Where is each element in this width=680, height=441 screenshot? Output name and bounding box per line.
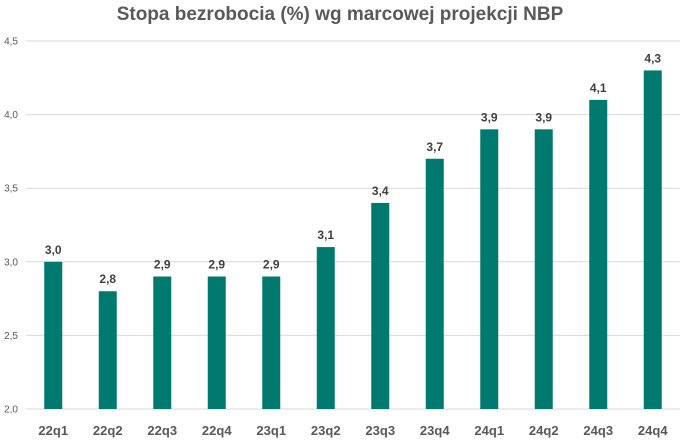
x-tick-label: 24q4 (638, 423, 668, 438)
x-tick-label: 23q1 (256, 423, 286, 438)
bar (589, 99, 608, 409)
bar (316, 247, 335, 409)
x-tick-label: 23q3 (365, 423, 395, 438)
data-label: 4,3 (644, 51, 661, 65)
data-label: 4,1 (590, 81, 607, 95)
x-tick-label: 23q4 (420, 423, 450, 438)
bar (44, 261, 63, 409)
data-label: 3,1 (317, 228, 334, 242)
chart-title: Stopa bezrobocia (%) wg marcowej projekc… (116, 4, 564, 25)
y-tick-label: 4,5 (4, 37, 18, 48)
bar (153, 276, 172, 409)
y-tick-label: 3,5 (4, 184, 18, 195)
bar (480, 129, 499, 409)
bar (207, 276, 226, 409)
x-tick-label: 22q1 (38, 423, 68, 438)
bar (425, 158, 444, 409)
data-label: 2,8 (99, 272, 116, 286)
bar (262, 276, 281, 409)
x-tick-label: 22q4 (202, 423, 232, 438)
y-tick-label: 4,0 (4, 110, 18, 121)
bar (534, 129, 553, 409)
bar (643, 70, 662, 409)
data-label: 3,7 (426, 140, 443, 154)
bar (98, 291, 117, 409)
data-label: 2,9 (263, 258, 280, 272)
bar (371, 202, 390, 409)
x-tick-label: 23q2 (311, 423, 341, 438)
data-label: 3,0 (45, 243, 62, 257)
y-tick-label: 3,0 (4, 257, 18, 268)
x-tick-label: 22q3 (147, 423, 177, 438)
data-label: 3,9 (481, 110, 498, 124)
x-tick-label: 24q2 (529, 423, 559, 438)
y-tick-label: 2,0 (4, 405, 18, 416)
data-label: 2,9 (154, 258, 171, 272)
x-tick-label: 22q2 (93, 423, 123, 438)
data-label: 2,9 (208, 258, 225, 272)
data-label: 3,4 (372, 184, 389, 198)
data-label: 3,9 (535, 110, 552, 124)
x-tick-label: 24q3 (583, 423, 613, 438)
x-tick-label: 24q1 (474, 423, 504, 438)
y-tick-label: 2,5 (4, 331, 18, 342)
